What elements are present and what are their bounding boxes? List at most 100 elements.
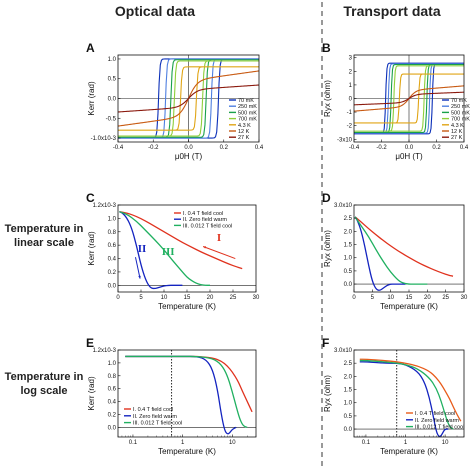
series-27-K (353, 91, 465, 106)
series-700-mK (354, 65, 464, 132)
y-axis-label: Ryx (ohm) (323, 80, 332, 117)
legend-entry: I. 0.4 T field cool (183, 211, 223, 217)
legend-entry: II. Zero field warm (133, 414, 177, 420)
annotation-III: III (162, 246, 175, 258)
series-I-0-4-T-field-cool (354, 216, 454, 277)
y-tick-label: 2.0 (344, 229, 353, 235)
y-tick-label: 0.2 (108, 270, 117, 276)
panel-label-F: F (322, 336, 329, 350)
x-axis-label: Temperature (K) (158, 302, 216, 311)
series-III-0-012-T-field-cool (354, 216, 428, 285)
x-tick-label: -0.2 (148, 145, 159, 151)
x-tick-label: 0 (116, 295, 120, 301)
y-tick-label: 2 (349, 69, 353, 75)
y-ticks: 3.0x10 2.5 2.0 1.5 1.0 0.5 0.0 (334, 203, 357, 288)
x-tick-label: 5 (371, 295, 375, 301)
series-I-0-4-T-field-cool (359, 358, 462, 422)
x-ticks: -0.4 -0.2 0.0 0.2 0.4 (349, 139, 469, 151)
x-axis-label: Temperature (K) (158, 447, 216, 456)
y-axis-label: Kerr (rad) (87, 81, 96, 116)
panel-label-E: E (86, 336, 94, 350)
legend-entry: 4.3 K (451, 123, 464, 129)
panel-A: A -0.4 -0.2 0.0 0.2 0.4 1.0 0.5 0.0 -0.5 -1.0x10-3… (86, 41, 264, 161)
x-tick-label: 0.2 (432, 145, 441, 151)
y-tick-label: 3.0x10 (334, 348, 353, 354)
series-4-3-K (354, 73, 464, 124)
x-tick-label: 15 (406, 295, 413, 301)
series-group (119, 211, 243, 290)
x-tick-label: 10 (161, 295, 168, 301)
legend-entry: II. Zero field warm (415, 418, 459, 424)
x-tick-label: 0.1 (129, 440, 138, 446)
legend-entry: III. 0.012 T field cool (415, 425, 464, 431)
y-axis-label: Ryx (ohm) (323, 230, 332, 267)
y-tick-label: 0.0 (108, 425, 117, 431)
x-tick-label: 0.1 (362, 440, 371, 446)
x-tick-label: 25 (442, 295, 449, 301)
y-tick-label: 0.5 (344, 414, 353, 420)
x-tick-label: -0.4 (113, 145, 124, 151)
x-axis-label: Temperature (K) (380, 447, 438, 456)
y-ticks: 1.0 0.5 0.0 -0.5 -1.0x10-3 (91, 57, 121, 142)
x-tick-label: 0.4 (255, 145, 264, 151)
y-tick-label: 0.4 (108, 257, 117, 263)
series-group (354, 216, 454, 291)
x-ticks: 0.1 1 10 (353, 434, 465, 446)
y-tick-label: 0.2 (108, 412, 117, 418)
y-tick-label: 2.5 (344, 216, 353, 222)
panel-B: B -0.4 -0.2 0.0 0.2 0.4 3 2 1 0 -1 -2 -3x10 μ0H (T) Ry… (322, 41, 470, 161)
y-tick-label: -1 (347, 110, 353, 116)
series-4-3-K (118, 66, 259, 131)
y-axis-label: Ryx (ohm) (323, 375, 332, 412)
row-label-linear-1: Temperature in (5, 223, 84, 235)
y-tick-label: 0.6 (108, 387, 117, 393)
y-tick-label: 1.5 (344, 243, 353, 249)
y-ticks: 3 2 1 0 -1 -2 -3x10 (337, 56, 357, 143)
y-tick-label: 3 (349, 56, 353, 62)
series-group (353, 62, 465, 135)
x-tick-label: 5 (139, 295, 143, 301)
legend-entry: 70 mK (451, 98, 467, 104)
optical-header: Optical data (115, 3, 195, 19)
x-tick-label: 10 (229, 440, 236, 446)
series-III-0-012-T-field-cool (119, 211, 210, 286)
series-700-mK (118, 60, 259, 137)
y-axis-label: Kerr (rad) (87, 376, 96, 411)
y-tick-label: 3.0x10 (334, 203, 353, 209)
y-tick-label: 1.5 (344, 388, 353, 394)
x-tick-label: 0.4 (460, 145, 469, 151)
x-ticks: 0.1 1 10 (117, 434, 257, 446)
x-tick-label: 0 (352, 295, 356, 301)
y-tick-label: -0.5 (106, 116, 117, 122)
series-III-0-012-T-field-cool (125, 355, 248, 428)
legend-entry: 12 K (451, 129, 463, 135)
annotation-arrow (134, 257, 141, 279)
series-II-Zero-field-warm (354, 216, 406, 291)
y-tick-label: 2.0 (344, 374, 353, 380)
y-tick-label: 1.0 (344, 256, 353, 262)
x-tick-label: 0.2 (220, 145, 229, 151)
y-tick-label: 1.0 (108, 57, 117, 63)
panel-E: E 0.1 1 10 1.2x10-3 1.0 0.8 0.6 0.4 0.2 0.0 Tempera… (86, 336, 257, 456)
series-70-mK (354, 62, 464, 135)
series-group (359, 358, 462, 438)
x-tick-label: 10 (442, 440, 449, 446)
x-tick-label: 20 (424, 295, 431, 301)
y-tick-label: 0.6 (108, 243, 117, 249)
x-axis-label: μ0H (T) (395, 152, 423, 161)
x-ticks: -0.4 -0.2 0.0 0.2 0.4 (113, 139, 264, 151)
y-tick-label: 1.0 (344, 401, 353, 407)
panel-label-D: D (322, 191, 331, 205)
plot-frame (117, 349, 257, 438)
x-tick-label: -0.2 (376, 145, 387, 151)
panel-label-C: C (86, 191, 95, 205)
y-ticks: 3.0x10 2.5 2.0 1.5 1.0 0.5 0.0 (334, 348, 357, 433)
legend-entry: 27 K (238, 135, 250, 141)
series-I-0-4-T-field-cool (119, 211, 243, 270)
legend-entry: 700 mK (238, 117, 257, 123)
series-250-mK (354, 63, 464, 134)
y-tick-label: 1.2x10-3 (93, 203, 117, 209)
